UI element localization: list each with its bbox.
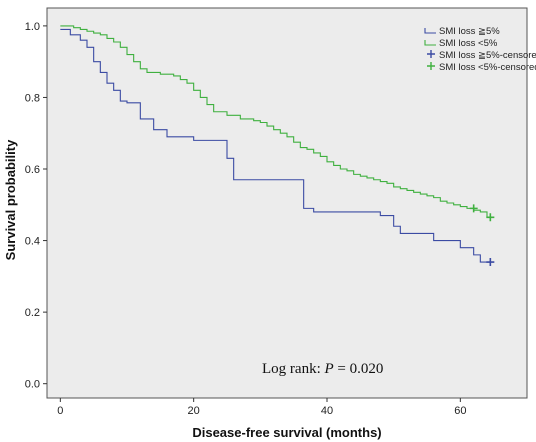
- censor-marks: [469, 204, 495, 267]
- y-tick-label: 0.8: [25, 92, 40, 104]
- survival-curves: [60, 25, 491, 263]
- y-tick-label: 0.2: [25, 307, 40, 319]
- legend-label: SMI loss <5%-censored: [439, 62, 536, 73]
- legend-line-icon: [424, 28, 436, 34]
- censor-mark-1: [469, 204, 478, 213]
- x-tick-label: 0: [57, 405, 63, 417]
- log-rank-annotation: Log rank: P = 0.020: [262, 361, 383, 377]
- y-axis-title: Survival probability: [3, 139, 18, 260]
- y-tick-label: 0.0: [25, 379, 40, 391]
- y-tick-label: 0.6: [25, 164, 40, 176]
- annotation-prefix: Log rank:: [262, 361, 324, 377]
- censor-mark-0: [486, 258, 495, 267]
- legend-censor-icon: [427, 62, 435, 70]
- legend-label: SMI loss ≧5%: [439, 26, 500, 37]
- x-tick-label: 60: [454, 405, 466, 417]
- x-tick-label: 40: [321, 405, 333, 417]
- axes: 0 20 40 60 0.0 0.2 0.4 0.6 0.8 1.0: [25, 21, 467, 417]
- legend-label: SMI loss <5%: [439, 38, 498, 49]
- series-line-0: [60, 28, 491, 263]
- legend-label: SMI loss ≧5%-censored: [439, 50, 536, 61]
- y-tick-label: 1.0: [25, 21, 40, 33]
- x-axis-title: Disease-free survival (months): [192, 425, 381, 440]
- annotation-p: P: [323, 361, 333, 377]
- series-line-1: [60, 25, 491, 218]
- y-tick-label: 0.4: [25, 236, 40, 248]
- censor-mark-1: [486, 213, 495, 222]
- legend: SMI loss ≧5%SMI loss <5%SMI loss ≧5%-cen…: [424, 26, 536, 73]
- x-tick-label: 20: [188, 405, 200, 417]
- legend-censor-icon: [427, 50, 435, 58]
- legend-line-icon: [424, 40, 436, 46]
- annotation-suffix: = 0.020: [334, 361, 384, 377]
